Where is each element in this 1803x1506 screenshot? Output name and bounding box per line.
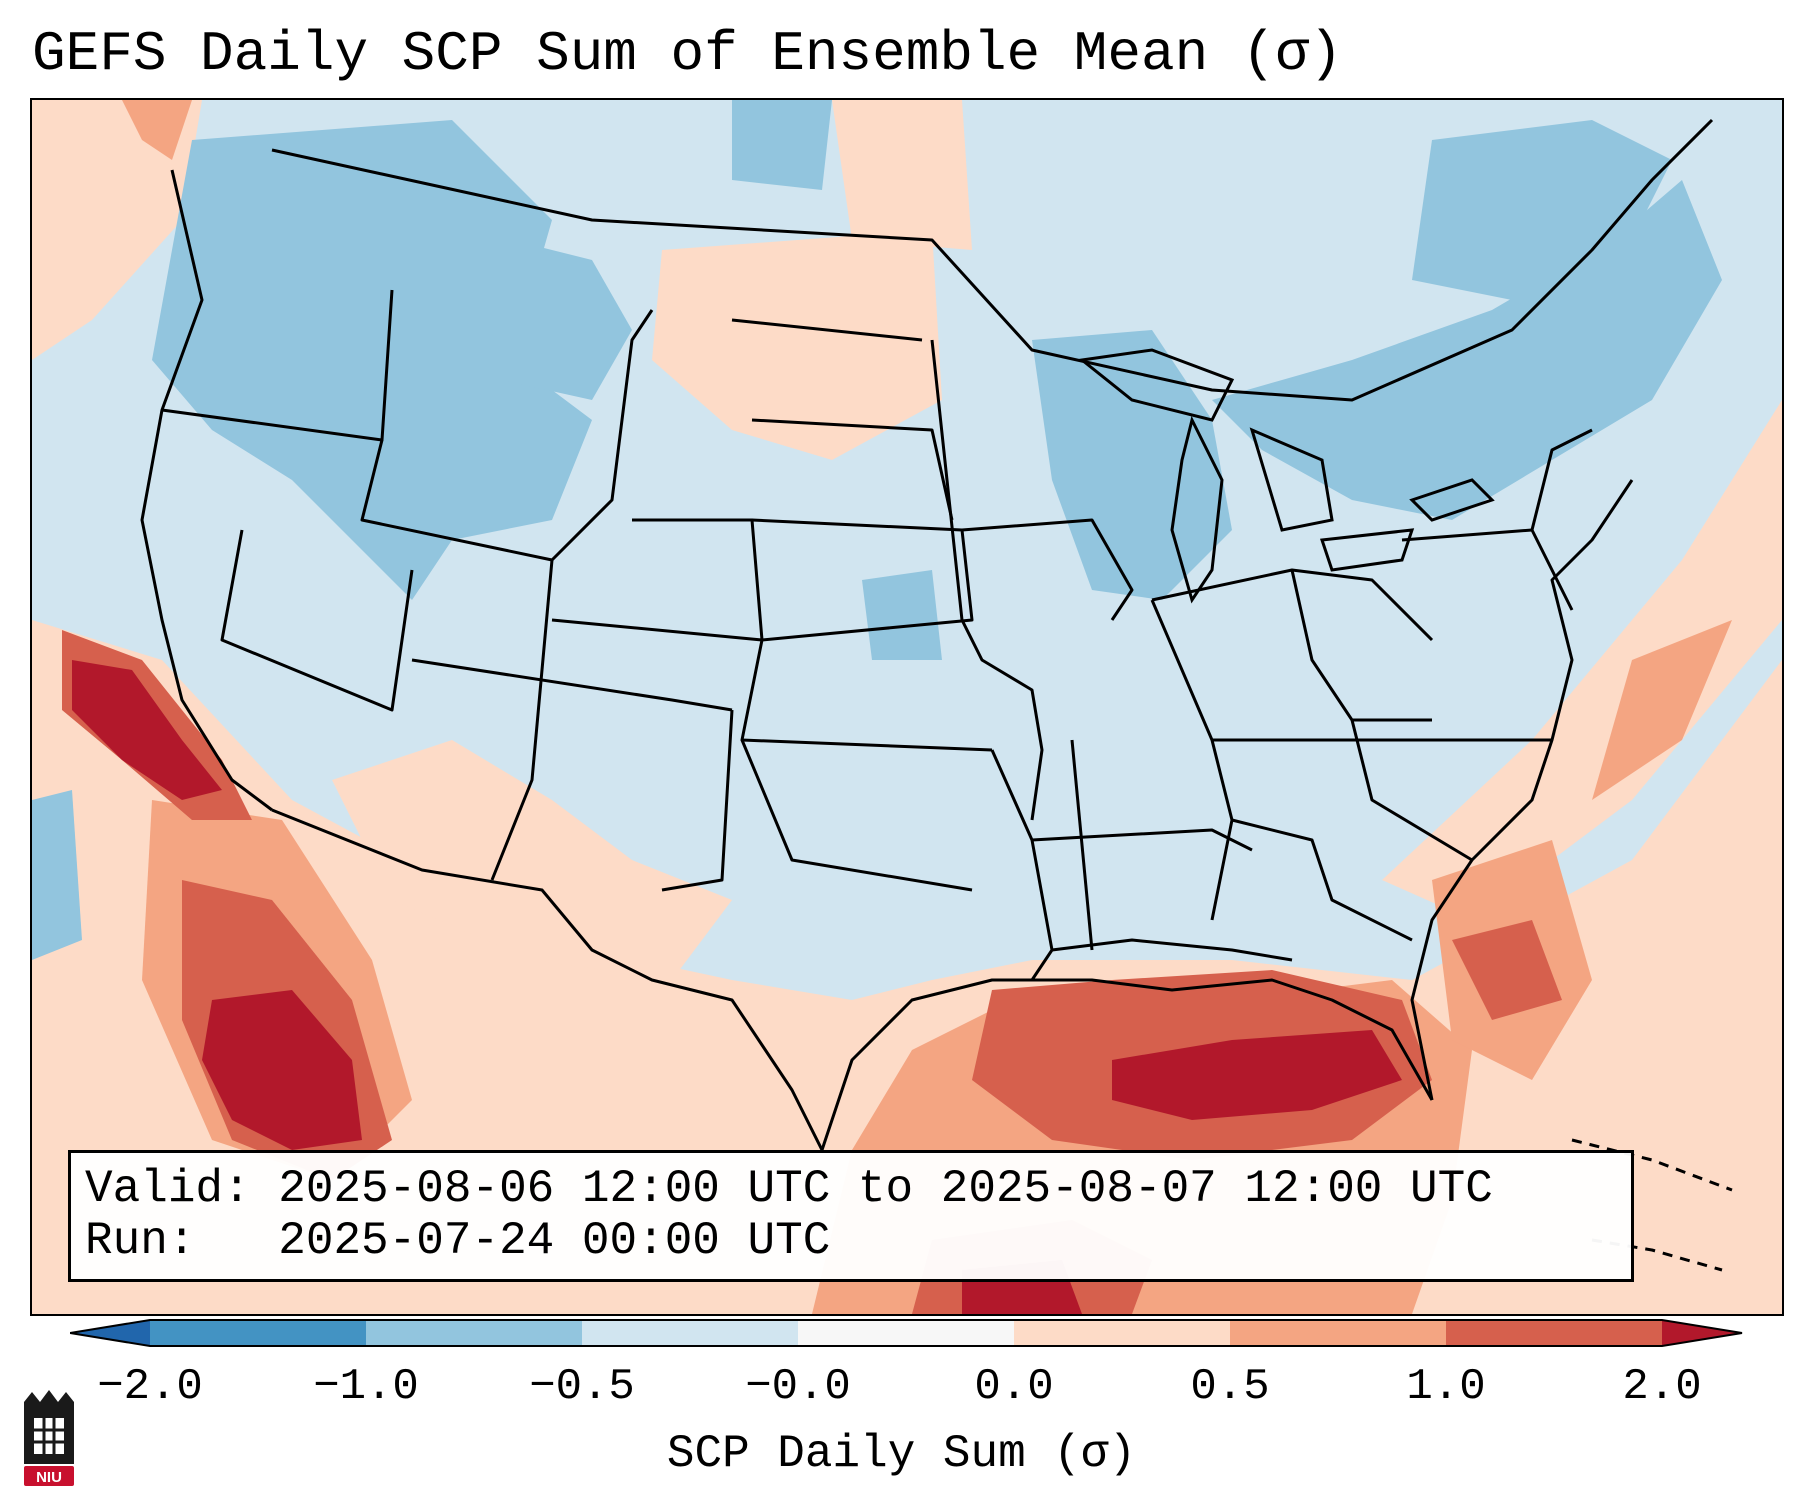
colorbar-tick-label: −0.0 bbox=[745, 1362, 851, 1412]
colorbar-bin bbox=[1014, 1320, 1230, 1346]
colorbar-bin bbox=[582, 1320, 798, 1346]
valid-time-text: Valid: 2025-08-06 12:00 UTC to 2025-08-0… bbox=[85, 1163, 1493, 1215]
colorbar-tick-label: −1.0 bbox=[313, 1362, 419, 1412]
great-lakes bbox=[1078, 348, 1495, 604]
colorbar-tick-label: 2.0 bbox=[1622, 1362, 1702, 1412]
niu-logo-text: NIU bbox=[36, 1469, 62, 1486]
colorbar-tick-label: 1.0 bbox=[1406, 1362, 1486, 1412]
state-borders bbox=[140, 118, 1714, 1151]
info-box: Valid: 2025-08-06 12:00 UTC to 2025-08-0… bbox=[68, 1150, 1634, 1282]
run-time-text: Run: 2025-07-24 00:00 UTC bbox=[85, 1215, 831, 1267]
colorbar-tick-label: 0.5 bbox=[1190, 1362, 1270, 1412]
colorbar-bin bbox=[1446, 1320, 1662, 1346]
map-canvas bbox=[32, 100, 1782, 1314]
colorbar-tick-label: −2.0 bbox=[97, 1362, 203, 1412]
map-panel bbox=[30, 98, 1784, 1316]
colorbar-bin bbox=[150, 1320, 366, 1346]
niu-logo-icon: NIU bbox=[24, 1390, 74, 1486]
colorbar-bin bbox=[798, 1320, 1014, 1346]
colorbar-tick-label: 0.0 bbox=[974, 1362, 1054, 1412]
colorbar-extend-low bbox=[70, 1320, 150, 1346]
map-title: GEFS Daily SCP Sum of Ensemble Mean (σ) bbox=[32, 22, 1343, 86]
colorbar-tick-label: −0.5 bbox=[529, 1362, 635, 1412]
niu-logo-band bbox=[24, 1466, 74, 1486]
colorbar bbox=[70, 1319, 1743, 1347]
colorbar-extend-high bbox=[1662, 1320, 1742, 1346]
colorbar-bin bbox=[366, 1320, 582, 1346]
colorbar-bin bbox=[1230, 1320, 1446, 1346]
colorbar-label: SCP Daily Sum (σ) bbox=[666, 1428, 1137, 1480]
